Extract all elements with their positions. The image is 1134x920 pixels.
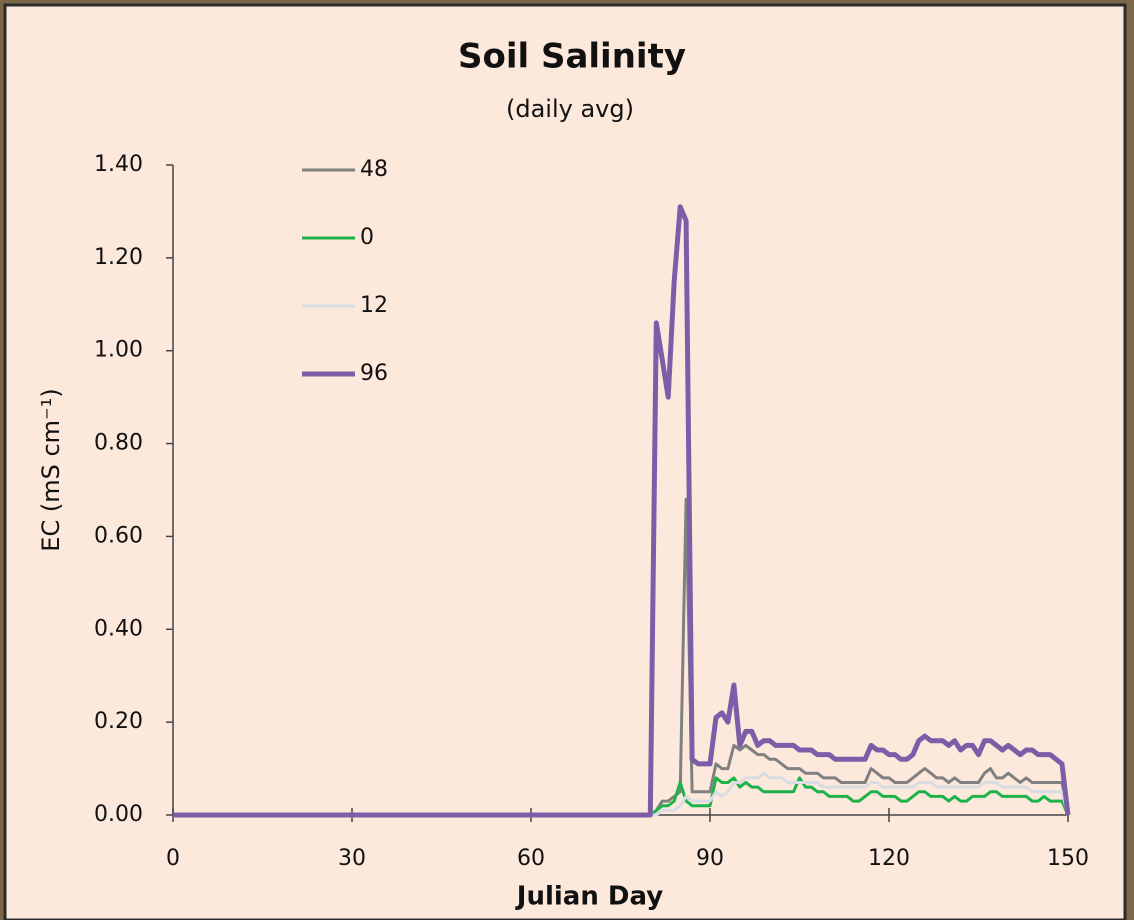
y-tick-label: 0.80	[94, 431, 143, 456]
y-tick-label: 0.20	[94, 709, 143, 734]
page: Soil Salinity (daily avg) Julian Day EC …	[0, 0, 1134, 920]
y-tick-label: 0.00	[94, 802, 143, 827]
y-tick-label: 0.60	[94, 523, 143, 548]
legend-label: 0	[360, 225, 374, 250]
chart-title: Soil Salinity	[458, 37, 686, 77]
y-tick-label: 1.20	[94, 245, 143, 270]
x-tick-label: 150	[1047, 846, 1089, 871]
legend-label: 12	[360, 293, 388, 318]
chart: Soil Salinity (daily avg) Julian Day EC …	[0, 0, 1134, 920]
y-tick-label: 1.00	[94, 338, 143, 363]
legend-label: 96	[360, 361, 388, 386]
x-tick-label: 0	[166, 846, 180, 871]
y-tick-label: 1.40	[94, 152, 143, 177]
x-tick-label: 60	[517, 846, 545, 871]
x-axis-label: Julian Day	[515, 882, 663, 912]
y-axis-label: EC (mS cm⁻¹)	[37, 388, 65, 551]
chart-subtitle: (daily avg)	[506, 95, 634, 123]
legend-label: 48	[360, 157, 388, 182]
x-tick-label: 120	[868, 846, 910, 871]
x-tick-label: 30	[338, 846, 366, 871]
y-tick-label: 0.40	[94, 616, 143, 641]
x-tick-label: 90	[696, 846, 724, 871]
